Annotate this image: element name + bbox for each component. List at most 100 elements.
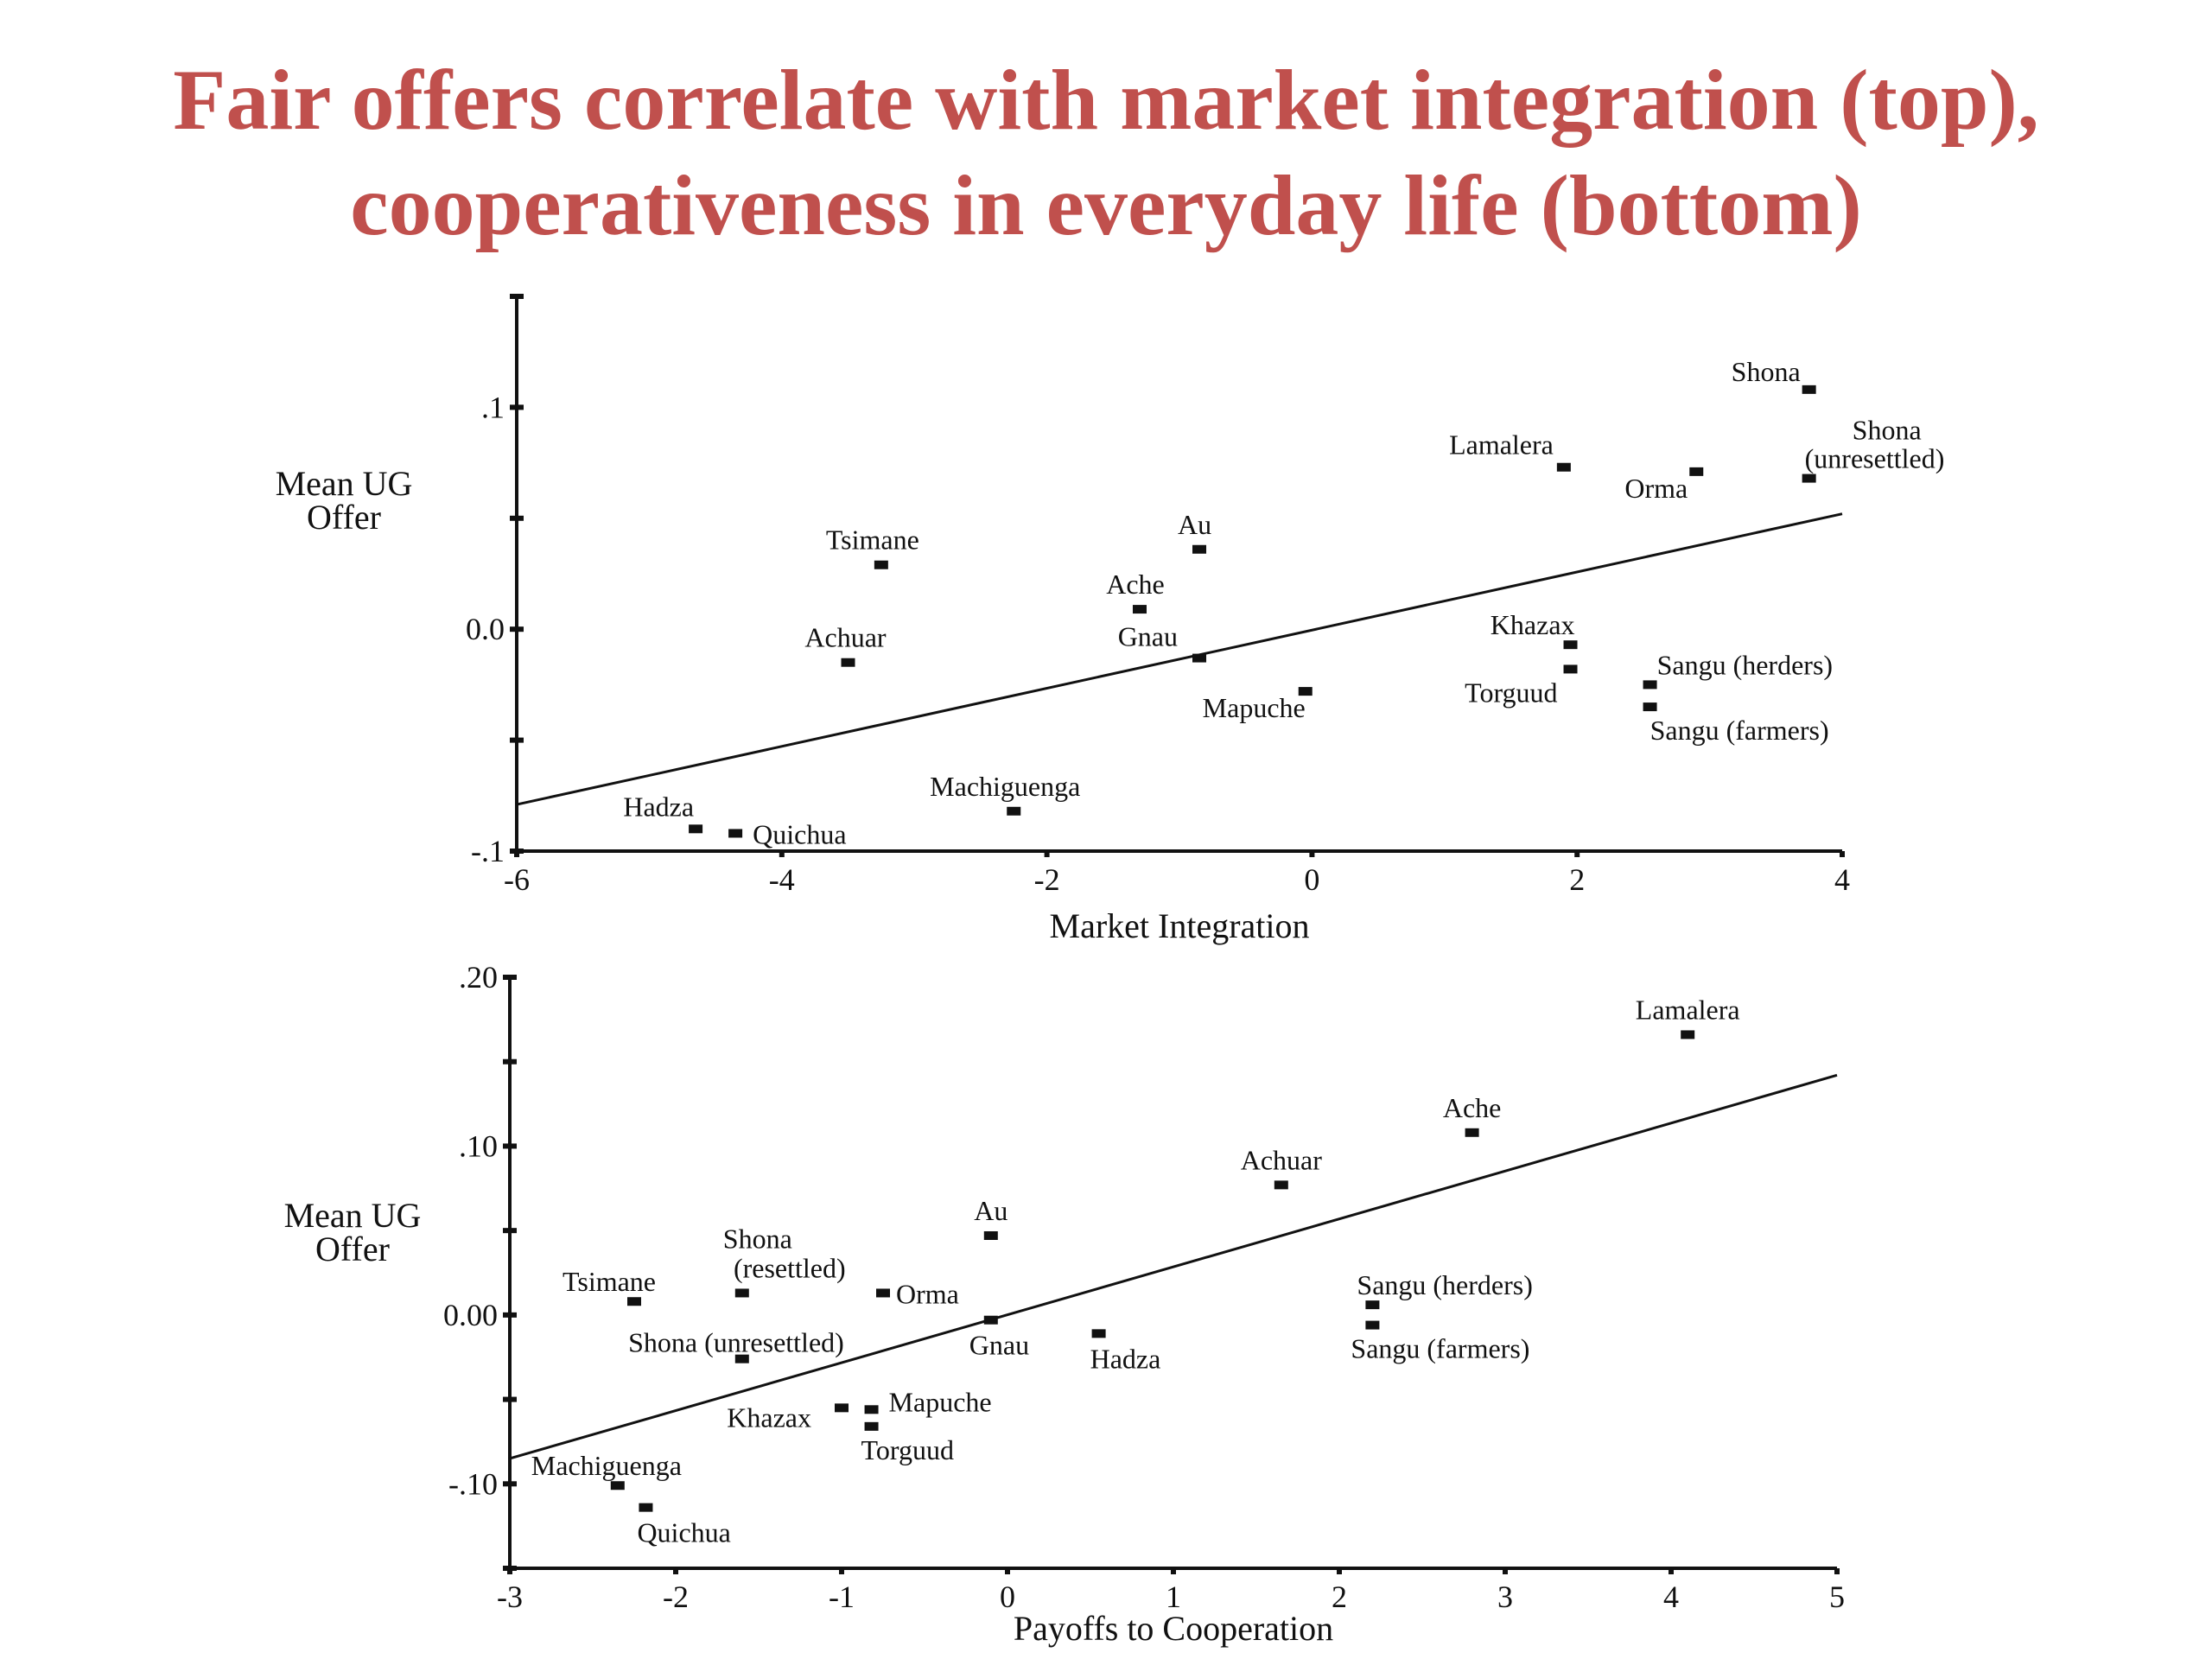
data-point (1643, 680, 1657, 690)
data-point-label: Sangu (farmers) (1650, 715, 1829, 746)
y-tick-label: 0.00 (443, 1298, 498, 1332)
x-tick-label: 4 (1834, 862, 1850, 897)
data-point-label: Khazax (1491, 609, 1575, 640)
x-tick-label: 0 (1000, 1580, 1015, 1614)
data-point (1802, 474, 1816, 483)
data-point-label: Gnau (969, 1330, 1029, 1361)
data-point-label: Gnau (1118, 621, 1178, 652)
data-point-label: (unresettled) (1805, 443, 1945, 474)
data-point-label: Sangu (herders) (1357, 1269, 1532, 1300)
y-axis-label-line-2: Offer (315, 1230, 390, 1268)
data-point (1465, 1128, 1479, 1137)
data-point-label: Orma (896, 1278, 959, 1309)
data-point (1274, 1180, 1288, 1190)
data-point-label: Sangu (herders) (1657, 649, 1833, 680)
data-point-label: Mapuche (1203, 692, 1306, 723)
data-point-label: Shona (1853, 415, 1922, 446)
data-point (1192, 544, 1207, 554)
x-tick-label: -2 (663, 1580, 689, 1614)
data-point (689, 824, 703, 834)
data-point (1298, 687, 1313, 696)
data-point (627, 1297, 641, 1306)
data-point (639, 1503, 653, 1512)
x-tick-label: -3 (497, 1580, 523, 1614)
data-point (1681, 1030, 1695, 1039)
y-tick-label: .10 (459, 1128, 498, 1163)
data-point (983, 1231, 998, 1241)
data-point (841, 658, 855, 667)
chart-market-integration: -6 -4 -2 0 2 4 -.1 0.0 .1 Market Integration Mean … (276, 294, 1945, 945)
trend-line (509, 1073, 1838, 1460)
data-point-label: Quichua (753, 818, 846, 849)
data-point-label: Orma (1624, 473, 1688, 504)
data-point-label: Machiguenga (930, 771, 1080, 802)
data-point-label: Quichua (637, 1517, 730, 1548)
x-tick-label: -4 (769, 862, 795, 897)
x-tick-label: 1 (1166, 1580, 1181, 1614)
data-point-label: Shona (1732, 356, 1801, 387)
data-point-label: Hadza (623, 791, 694, 822)
data-point (876, 1288, 890, 1298)
data-point-label: Tsimane (563, 1266, 656, 1297)
data-point-label: Tsimane (826, 524, 919, 556)
data-point-label: Achuar (804, 622, 887, 653)
x-tick-label: 3 (1497, 1580, 1513, 1614)
slide-title-line-2: cooperativeness in everyday life (bottom… (350, 157, 1862, 253)
data-point (864, 1421, 879, 1431)
data-point (1091, 1329, 1106, 1338)
y-axis-label-line-1: Mean UG (284, 1196, 422, 1235)
data-point (1365, 1300, 1380, 1310)
data-point-label: Sangu (farmers) (1351, 1333, 1529, 1364)
data-point (1007, 806, 1021, 816)
data-point-label: Lamalera (1449, 429, 1554, 461)
data-point-label: Khazax (727, 1402, 811, 1433)
x-tick-label: -6 (504, 862, 530, 897)
y-axis-label-line-1: Mean UG (276, 464, 413, 503)
x-tick-label: 4 (1663, 1580, 1679, 1614)
data-point (1365, 1320, 1380, 1330)
data-point-label: Shona (723, 1223, 792, 1254)
data-point (1802, 385, 1816, 394)
data-point (1563, 640, 1578, 650)
data-point (734, 1354, 749, 1363)
data-point (1563, 664, 1578, 674)
x-axis-label: Payoffs to Cooperation (1014, 1609, 1333, 1648)
data-point-label: Ache (1443, 1092, 1502, 1123)
data-point-label: Shona (unresettled) (628, 1327, 844, 1358)
data-point-label: (resettled) (734, 1252, 846, 1283)
trend-line (516, 512, 1843, 806)
data-point-label: Hadza (1090, 1343, 1161, 1374)
x-tick-label: 2 (1332, 1580, 1347, 1614)
data-point-label: Torguud (1465, 677, 1557, 708)
y-tick-label: 0.0 (466, 612, 505, 646)
data-point (1132, 605, 1147, 614)
data-point-label: Au (974, 1195, 1007, 1226)
data-point (728, 829, 743, 838)
data-point-label: Torguud (861, 1434, 954, 1465)
data-point-label: Ache (1106, 569, 1165, 600)
x-tick-label: 5 (1829, 1580, 1845, 1614)
data-point (864, 1405, 879, 1414)
data-point (835, 1403, 849, 1413)
data-point-label: Mapuche (889, 1386, 992, 1417)
slide-title-line-1: Fair offers correlate with market integr… (173, 52, 2039, 148)
data-point (1643, 702, 1657, 712)
data-point-label: Achuar (1241, 1144, 1323, 1175)
slide-title: Fair offers correlate with market integr… (0, 48, 2212, 258)
data-point-label: Lamalera (1636, 994, 1740, 1025)
x-axis-label: Market Integration (1050, 906, 1310, 945)
data-point (734, 1288, 749, 1298)
data-point (610, 1481, 625, 1491)
chart-payoffs-to-cooperation: -3 -2 -1 0 1 2 3 4 5 -.10 0.00 .10 .20 Payoffs to Coo… (284, 960, 1845, 1648)
y-axis-label-line-2: Offer (307, 498, 381, 537)
x-tick-label: -1 (829, 1580, 855, 1614)
data-point (1192, 653, 1207, 663)
y-tick-label: .1 (481, 390, 505, 424)
y-tick-label: -.10 (448, 1466, 498, 1501)
y-tick-label: .20 (459, 960, 498, 995)
data-point (874, 560, 888, 569)
x-tick-label: 0 (1304, 862, 1319, 897)
data-point (983, 1315, 998, 1325)
data-point (1556, 462, 1571, 472)
